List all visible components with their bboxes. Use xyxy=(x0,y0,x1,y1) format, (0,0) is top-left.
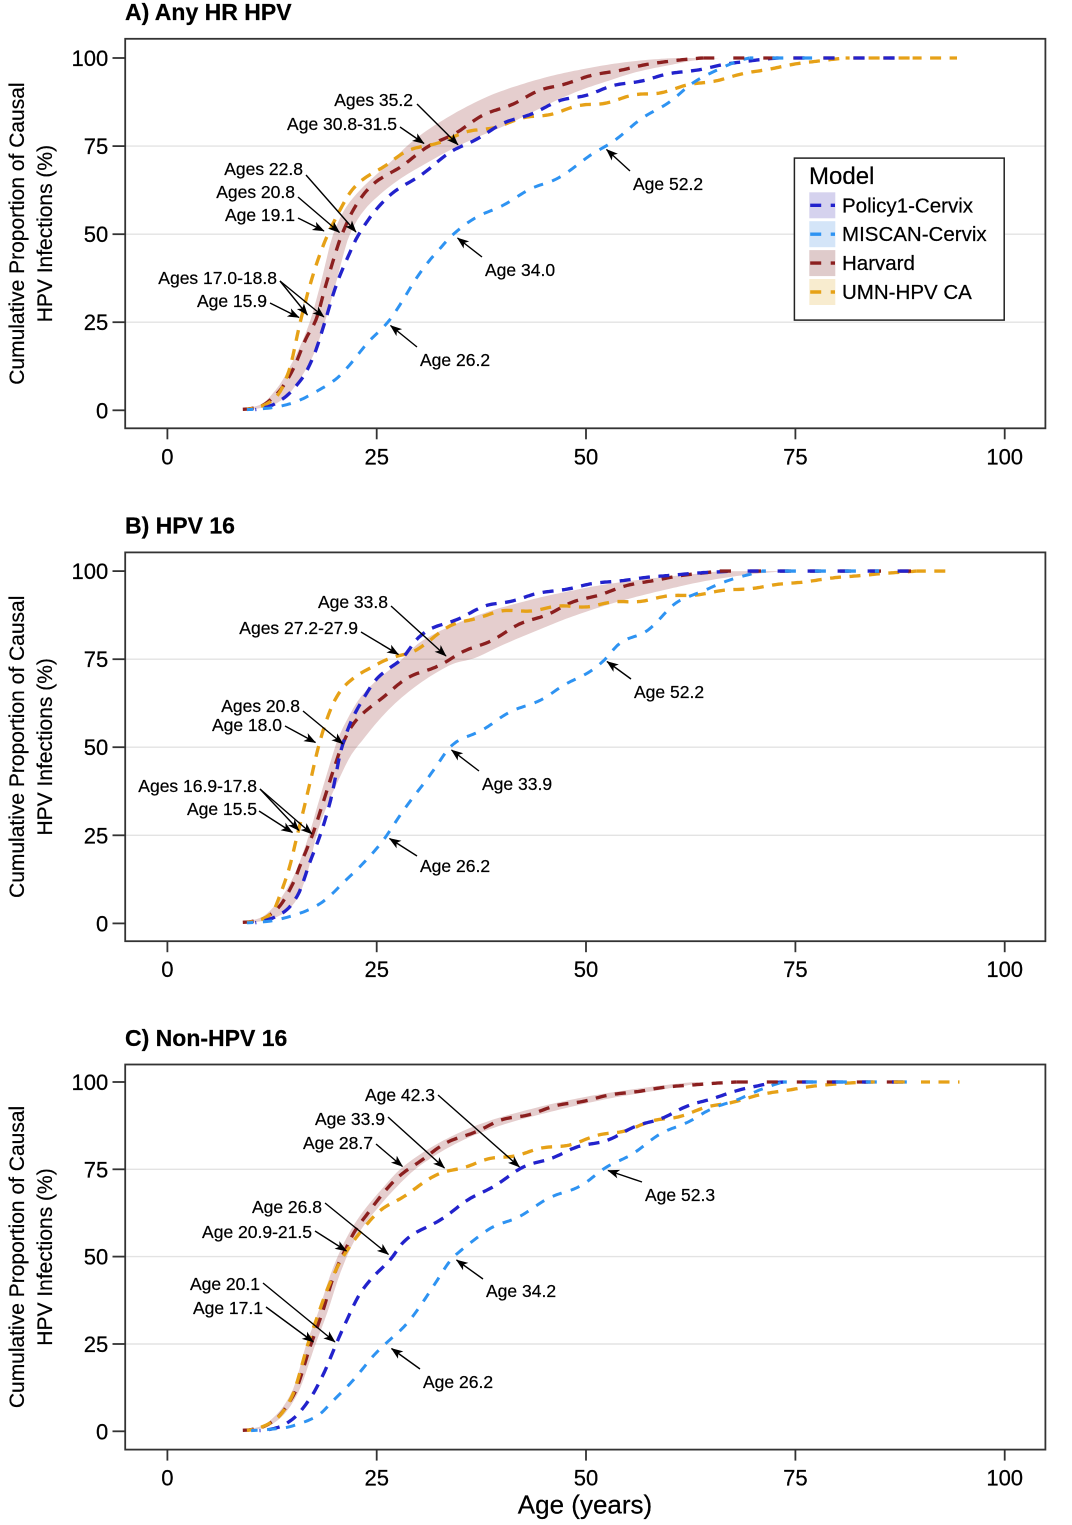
svg-text:HPV Infections (%): HPV Infections (%) xyxy=(34,658,57,835)
svg-text:100: 100 xyxy=(986,444,1023,469)
svg-text:Harvard: Harvard xyxy=(842,252,915,275)
svg-text:A) Any HR HPV: A) Any HR HPV xyxy=(125,0,292,25)
svg-text:Age 52.2: Age 52.2 xyxy=(633,174,703,194)
svg-text:Age 42.3: Age 42.3 xyxy=(365,1085,435,1105)
svg-text:Age 18.0: Age 18.0 xyxy=(212,715,282,735)
svg-text:Model: Model xyxy=(809,163,874,190)
svg-text:Cumulative Proportion of Causa: Cumulative Proportion of Causal xyxy=(6,82,29,384)
svg-text:Age 15.5: Age 15.5 xyxy=(187,799,257,819)
svg-text:Age 52.3: Age 52.3 xyxy=(645,1185,715,1205)
svg-text:MISCAN-Cervix: MISCAN-Cervix xyxy=(842,223,987,246)
svg-text:100: 100 xyxy=(986,957,1023,982)
svg-text:Ages 27.2-27.9: Ages 27.2-27.9 xyxy=(239,618,358,638)
svg-text:C) Non-HPV 16: C) Non-HPV 16 xyxy=(125,1025,287,1051)
svg-text:Ages 22.8: Ages 22.8 xyxy=(224,159,303,179)
svg-text:100: 100 xyxy=(986,1466,1023,1491)
svg-text:0: 0 xyxy=(161,444,173,469)
svg-text:Age 26.2: Age 26.2 xyxy=(420,856,490,876)
svg-text:0: 0 xyxy=(96,398,108,423)
svg-text:75: 75 xyxy=(84,1157,108,1182)
svg-text:Age 20.1: Age 20.1 xyxy=(190,1274,260,1294)
svg-text:B) HPV 16: B) HPV 16 xyxy=(125,513,235,539)
svg-text:Age 20.9-21.5: Age 20.9-21.5 xyxy=(202,1222,312,1242)
svg-text:HPV Infections (%): HPV Infections (%) xyxy=(34,145,57,322)
svg-text:25: 25 xyxy=(84,310,108,335)
svg-text:50: 50 xyxy=(84,1245,108,1270)
svg-text:75: 75 xyxy=(783,444,807,469)
svg-text:75: 75 xyxy=(783,1466,807,1491)
svg-text:Ages 16.9-17.8: Ages 16.9-17.8 xyxy=(138,776,257,796)
svg-text:100: 100 xyxy=(71,559,108,584)
svg-text:Age 52.2: Age 52.2 xyxy=(634,682,704,702)
svg-text:Ages 35.2: Ages 35.2 xyxy=(334,90,413,110)
svg-text:Cumulative Proportion of Causa: Cumulative Proportion of Causal xyxy=(6,596,29,898)
svg-text:25: 25 xyxy=(84,1332,108,1357)
svg-text:Cumulative Proportion of Causa: Cumulative Proportion of Causal xyxy=(6,1106,29,1408)
svg-text:75: 75 xyxy=(84,134,108,159)
svg-text:Ages 17.0-18.8: Ages 17.0-18.8 xyxy=(158,268,277,288)
svg-text:Age 26.2: Age 26.2 xyxy=(423,1372,493,1392)
svg-text:0: 0 xyxy=(96,911,108,936)
svg-text:Age 26.2: Age 26.2 xyxy=(420,350,490,370)
svg-text:0: 0 xyxy=(161,1466,173,1491)
svg-text:100: 100 xyxy=(71,46,108,71)
svg-text:75: 75 xyxy=(84,647,108,672)
svg-text:Age 26.8: Age 26.8 xyxy=(252,1197,322,1217)
svg-text:Age 34.2: Age 34.2 xyxy=(486,1281,556,1301)
svg-text:25: 25 xyxy=(364,444,388,469)
svg-text:50: 50 xyxy=(574,444,598,469)
svg-text:Ages 20.8: Ages 20.8 xyxy=(216,182,295,202)
svg-text:HPV Infections (%): HPV Infections (%) xyxy=(34,1168,57,1345)
svg-text:25: 25 xyxy=(84,823,108,848)
svg-text:50: 50 xyxy=(84,222,108,247)
svg-text:Age 30.8-31.5: Age 30.8-31.5 xyxy=(287,114,397,134)
svg-text:Age 33.9: Age 33.9 xyxy=(482,774,552,794)
svg-text:Age 33.9: Age 33.9 xyxy=(315,1109,385,1129)
svg-text:50: 50 xyxy=(574,1466,598,1491)
svg-text:50: 50 xyxy=(84,735,108,760)
svg-text:Policy1-Cervix: Policy1-Cervix xyxy=(842,194,974,217)
svg-text:Age 17.1: Age 17.1 xyxy=(193,1298,263,1318)
svg-text:Age 34.0: Age 34.0 xyxy=(485,260,555,280)
svg-text:0: 0 xyxy=(161,957,173,982)
svg-text:75: 75 xyxy=(783,957,807,982)
svg-text:25: 25 xyxy=(364,957,388,982)
svg-text:100: 100 xyxy=(71,1070,108,1095)
svg-text:Age (years): Age (years) xyxy=(518,1490,652,1520)
svg-text:Age 15.9: Age 15.9 xyxy=(197,291,267,311)
svg-text:25: 25 xyxy=(364,1466,388,1491)
svg-text:Age 33.8: Age 33.8 xyxy=(318,592,388,612)
svg-text:Ages 20.8: Ages 20.8 xyxy=(221,696,300,716)
svg-text:UMN-HPV CA: UMN-HPV CA xyxy=(842,281,972,304)
svg-text:Age 19.1: Age 19.1 xyxy=(225,205,295,225)
svg-text:0: 0 xyxy=(96,1419,108,1444)
svg-text:50: 50 xyxy=(574,957,598,982)
svg-text:Age 28.7: Age 28.7 xyxy=(303,1133,373,1153)
